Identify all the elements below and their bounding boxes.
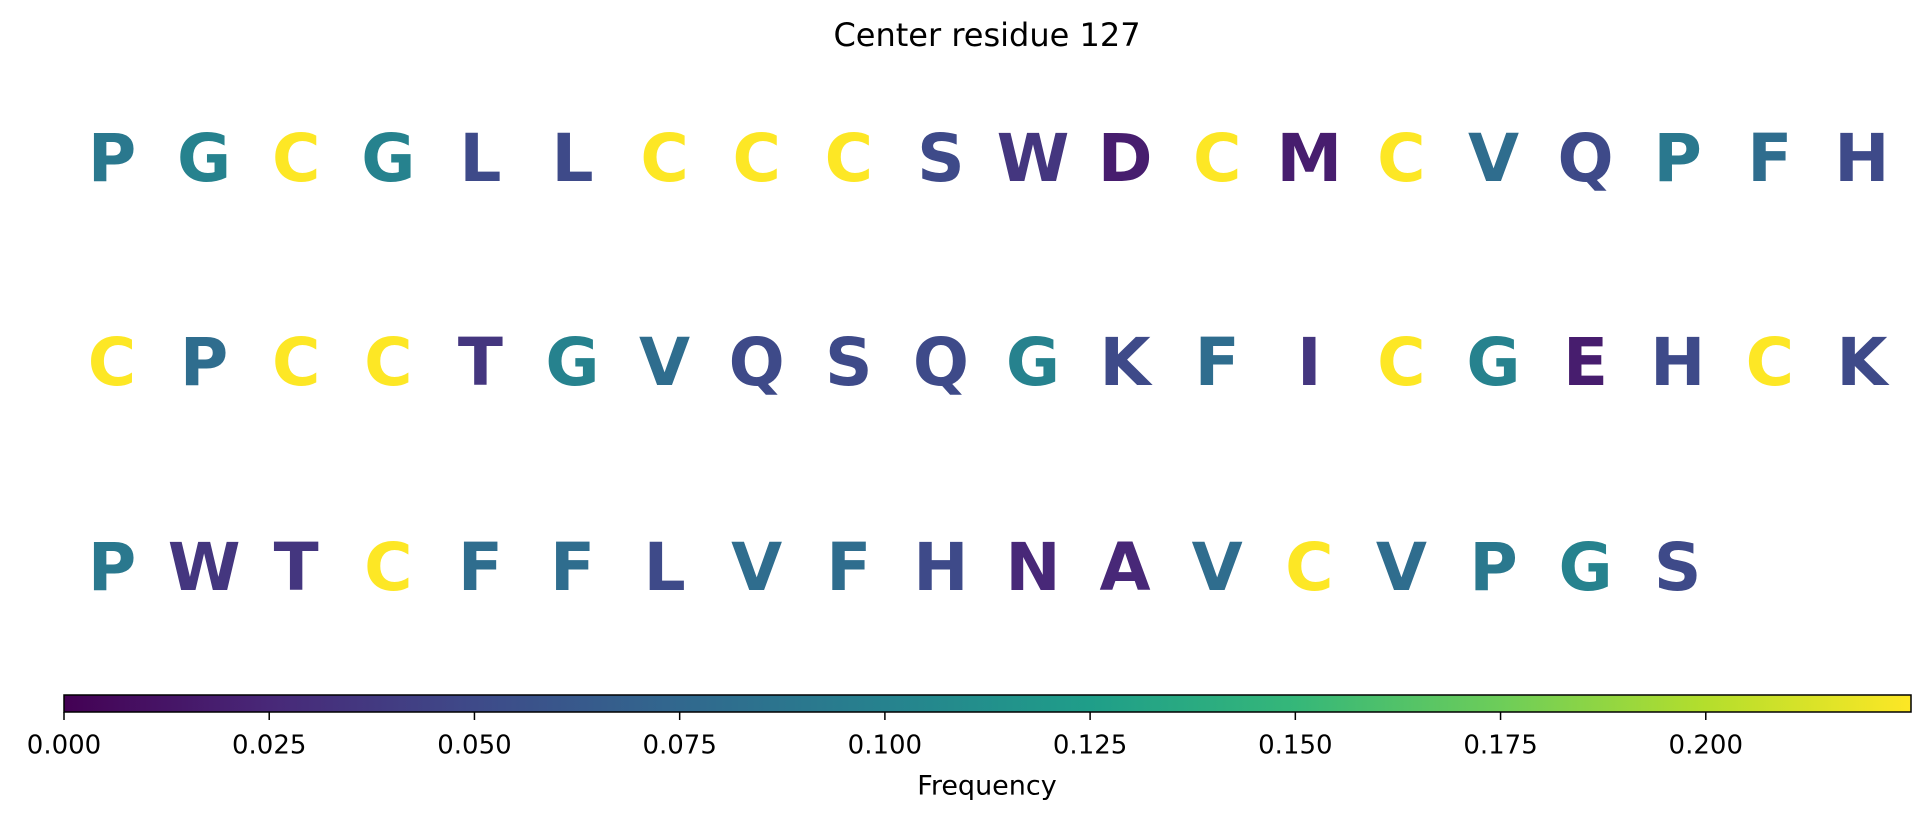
residue-letter: Q [729, 324, 785, 401]
residue-letter: C [88, 324, 136, 401]
residue-letter: C [272, 324, 320, 401]
residue-letter: C [364, 324, 412, 401]
residue-letter: G [361, 120, 415, 197]
colorbar-tick-label: 0.050 [437, 731, 511, 761]
colorbar-tick-label: 0.125 [1053, 731, 1127, 761]
residue-letter: C [1746, 324, 1794, 401]
colorbar-tick-label: 0.175 [1463, 731, 1537, 761]
residue-letter: P [88, 120, 136, 197]
residue-letter: C [640, 120, 688, 197]
residue-letter: C [825, 120, 873, 197]
chart-title: Center residue 127 [833, 16, 1140, 54]
residue-letter: T [458, 324, 503, 401]
residue-letter: W [997, 120, 1070, 197]
colorbar-tick-label: 0.075 [642, 731, 716, 761]
residue-letter: K [1100, 324, 1154, 401]
residue-letter: S [917, 120, 965, 197]
residue-letter: K [1836, 324, 1890, 401]
colorbar-gradient [64, 695, 1911, 712]
residue-letter: S [1654, 529, 1702, 606]
residue-letter: V [731, 529, 782, 606]
residue-letter: C [272, 120, 320, 197]
residue-letter: E [1563, 324, 1608, 401]
colorbar-tick-label: 0.150 [1258, 731, 1332, 761]
residue-letter: I [1297, 324, 1322, 401]
colorbar-frame [63, 694, 1912, 713]
residue-letter: F [1747, 120, 1792, 197]
residue-letter: A [1100, 529, 1151, 606]
residue-letter: F [458, 529, 503, 606]
colorbar-ticks: 0.000 0.025 0.050 0.075 0.100 0.125 0.150 0.175… [27, 712, 1743, 761]
residue-letter: L [459, 120, 501, 197]
residue-letter: N [1005, 529, 1060, 606]
residue-letter: F [1195, 324, 1240, 401]
residue-letter: C [732, 120, 780, 197]
residue-letter: G [177, 120, 231, 197]
residue-letter: C [1285, 529, 1333, 606]
residue-letter: H [1650, 324, 1705, 401]
residue-letter: G [545, 324, 599, 401]
residue-letter: G [1559, 529, 1613, 606]
residue-letter: L [644, 529, 686, 606]
residue-letter: C [1377, 120, 1425, 197]
residue-letter: T [274, 529, 319, 606]
residue-letter: V [1192, 529, 1243, 606]
colorbar-tick-label: 0.000 [27, 731, 101, 761]
residue-letter: P [1654, 120, 1702, 197]
residue-letter: V [1376, 529, 1427, 606]
residue-letter: D [1098, 120, 1153, 197]
residue-letter: P [88, 529, 136, 606]
residue-letter: P [1469, 529, 1517, 606]
residue-letter: W [168, 529, 241, 606]
letter-grid: P G C G L L C C C S W D C M C V Q P F HC P C C T G V Q S Q G K F I C G E H C K… [88, 120, 1891, 606]
colorbar-tick-label: 0.100 [848, 731, 922, 761]
residue-letter: F [826, 529, 871, 606]
residue-letter: Q [1558, 120, 1614, 197]
colorbar-tick-label: 0.025 [232, 731, 306, 761]
residue-letter: M [1276, 120, 1342, 197]
residue-letter: C [364, 529, 412, 606]
colorbar-label: Frequency [917, 771, 1057, 802]
residue-letter: V [1468, 120, 1519, 197]
residue-letter: H [1834, 120, 1889, 197]
residue-letter: V [639, 324, 690, 401]
residue-letter: G [1006, 324, 1060, 401]
colorbar: 0.000 0.025 0.050 0.075 0.100 0.125 0.150 0.175… [27, 694, 1912, 802]
residue-letter: F [550, 529, 595, 606]
residue-letter: L [551, 120, 593, 197]
residue-letter: C [1377, 324, 1425, 401]
colorbar-tick-label: 0.200 [1669, 731, 1743, 761]
residue-letter: S [825, 324, 873, 401]
residue-letter: Q [913, 324, 969, 401]
residue-letter: C [1193, 120, 1241, 197]
residue-letter: G [1466, 324, 1520, 401]
residue-letter: P [180, 324, 228, 401]
residue-letter: H [913, 529, 968, 606]
